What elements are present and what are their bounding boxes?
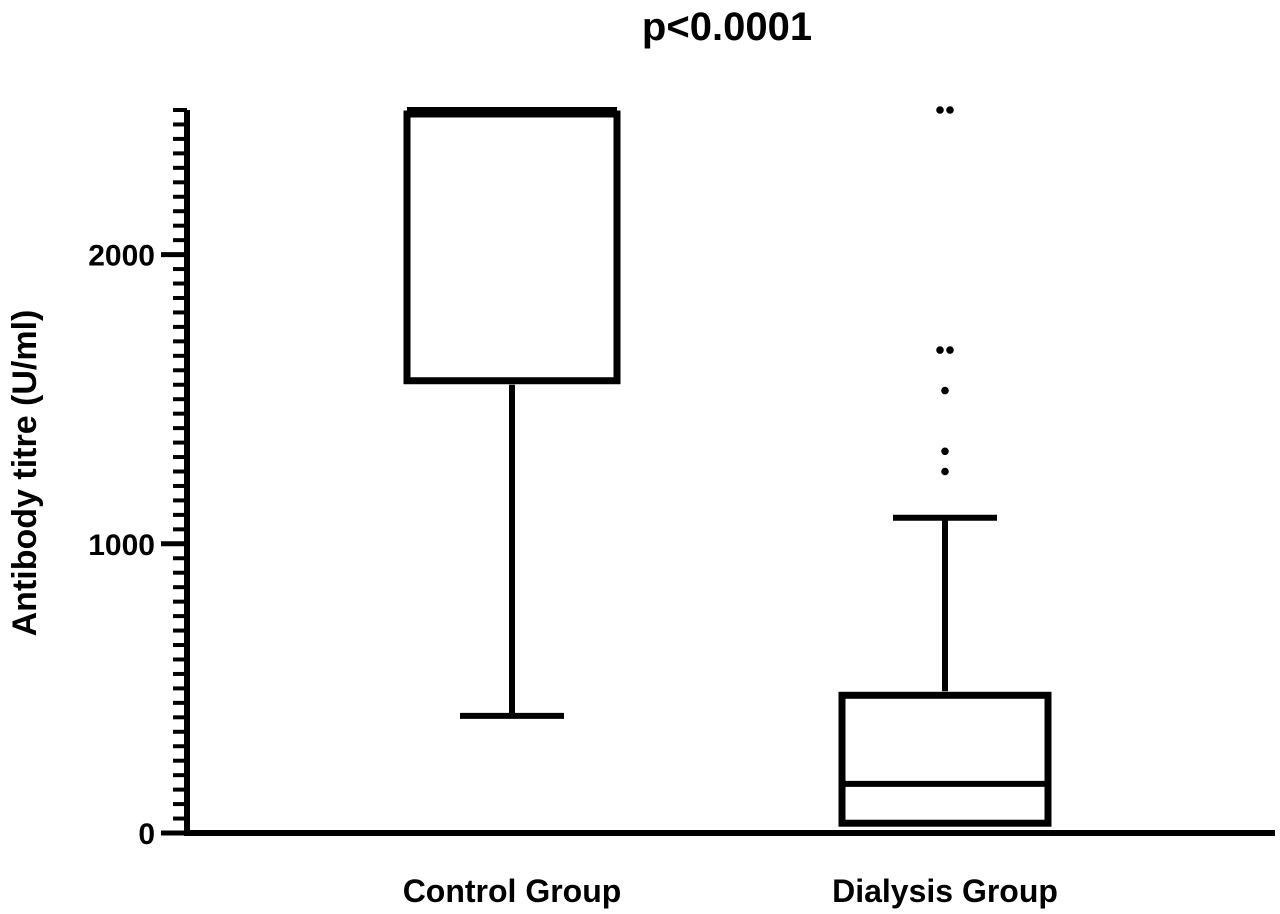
x-category-label: Control Group	[403, 873, 622, 909]
outlier-point	[946, 106, 954, 114]
outlier-point	[946, 346, 954, 354]
box-iqr	[403, 110, 621, 385]
outlier-point	[941, 447, 949, 456]
outlier-point	[936, 346, 944, 354]
boxes: Control Group Dialysis Group	[403, 106, 1058, 909]
outlier-point	[941, 386, 949, 395]
box-group	[838, 106, 1052, 827]
box-iqr	[838, 691, 1052, 827]
outlier-point	[941, 467, 949, 476]
y-tick-label: 0	[138, 818, 155, 851]
y-tick-label: 2000	[88, 240, 155, 273]
y-axis-label: Antibody titre (U/ml)	[6, 310, 44, 637]
x-category-label: Dialysis Group	[832, 873, 1058, 909]
chart-title: p<0.0001	[642, 5, 812, 49]
outlier-point	[936, 106, 944, 114]
y-tick-label: 1000	[88, 529, 155, 562]
axes: 0 1000 2000	[88, 108, 1275, 851]
box-group	[403, 107, 621, 719]
